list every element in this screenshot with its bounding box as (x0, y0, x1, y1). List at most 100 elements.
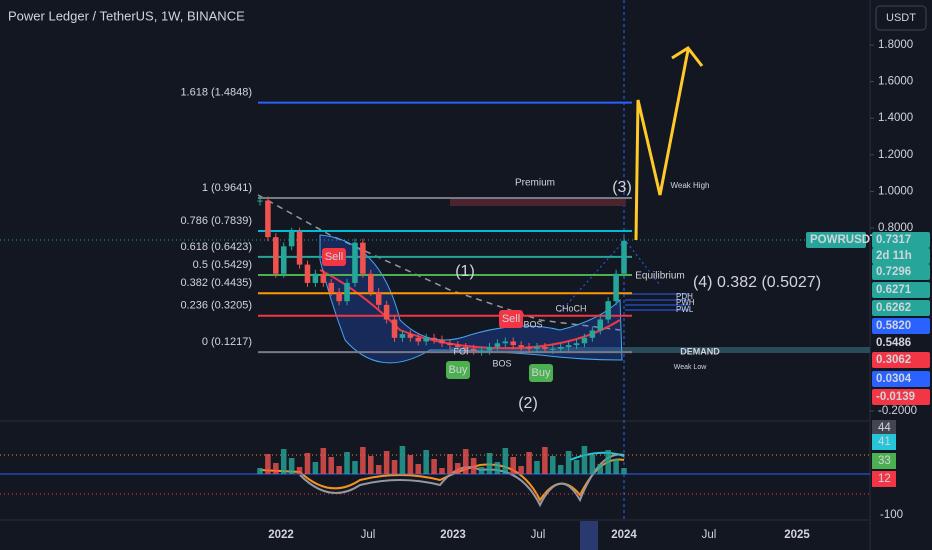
volume-bar (280, 449, 287, 474)
candle (257, 200, 263, 202)
candle (470, 348, 477, 351)
volume-bar (494, 462, 501, 474)
price-badge (872, 371, 930, 387)
signal-box (322, 248, 346, 266)
volume-bar (360, 447, 366, 474)
fib-label: 0.236 (0.3205) (180, 300, 252, 312)
candle (344, 282, 350, 302)
y-tick-label: 1.0000 (878, 185, 913, 197)
volume-bar (257, 468, 263, 474)
price-badge (872, 232, 930, 248)
volume-bar (399, 446, 406, 474)
price-badge (872, 335, 930, 351)
annotation: FOI (454, 346, 469, 356)
candle (336, 292, 342, 302)
y-tick-label: 1.6000 (878, 76, 913, 88)
volume-bar (486, 453, 493, 474)
oscillator-line (259, 458, 625, 502)
currency-button[interactable] (875, 5, 927, 31)
volume-bar (581, 446, 588, 474)
signal-box (529, 364, 553, 382)
candle (573, 343, 580, 346)
osc-label: 33 (878, 455, 891, 467)
annotation: (3) (612, 179, 632, 196)
volume-bar (336, 466, 342, 474)
volume-bar (573, 460, 580, 474)
price-badge-text: 0.3062 (876, 354, 911, 366)
candle (613, 273, 619, 302)
annotation: (4) 0.382 (0.5027) (693, 274, 821, 291)
volume-bar (597, 464, 604, 474)
candle (312, 273, 319, 283)
volume-bar (526, 452, 532, 474)
signal-box (499, 310, 523, 328)
annotation: BOS (523, 319, 542, 329)
price-badge (806, 232, 866, 248)
volume-bar (439, 468, 445, 474)
candle (399, 334, 406, 338)
candle (391, 319, 398, 338)
candle (455, 345, 461, 347)
volume-bar (415, 464, 422, 474)
candle (280, 246, 287, 274)
candle (431, 337, 437, 340)
x-tick-label: 2023 (440, 529, 466, 541)
volume-bar (550, 456, 556, 474)
x-tick-label: Jul (702, 529, 717, 541)
volume-bar (407, 455, 414, 474)
candle (550, 348, 556, 350)
candle (383, 304, 390, 320)
x-tick-label: 2022 (268, 529, 294, 541)
currency-label[interactable]: USDT (886, 12, 916, 24)
price-badge-text: -0.0139 (876, 391, 915, 403)
fib-label: 1 (0.9641) (202, 182, 252, 194)
volume-bar (557, 465, 564, 474)
volume-bar (542, 447, 548, 474)
x-tick-label: Jul (531, 529, 546, 541)
candle (510, 341, 516, 346)
volume-bar (383, 451, 390, 474)
demand-zone (450, 347, 870, 353)
osc-label: 12 (878, 473, 891, 485)
annotation: DEMAND (680, 346, 720, 356)
annotation: BOS (492, 358, 511, 368)
volume-bar (344, 452, 350, 474)
annotation: Premium (515, 178, 555, 189)
candle (486, 346, 493, 351)
annotation: (2) (518, 395, 538, 412)
y-tick-label: 0.8000 (878, 222, 913, 234)
candle (462, 346, 469, 349)
candle (273, 237, 279, 274)
candle (478, 350, 485, 352)
y-tick-label: 1.4000 (878, 112, 913, 124)
osc-badge (872, 420, 896, 436)
volume-bar (391, 460, 398, 474)
osc-badge (872, 471, 896, 487)
volume-bar (621, 468, 627, 474)
price-badge (872, 318, 930, 334)
fib-label: 0.618 (0.6423) (180, 241, 252, 253)
signal-box (446, 361, 470, 379)
volume-bar (518, 466, 524, 474)
fib-label: 0.382 (0.4435) (180, 277, 252, 289)
volume-bar (565, 451, 572, 474)
candle (352, 242, 358, 283)
price-badge (872, 282, 930, 298)
candle (518, 345, 524, 347)
price-badge-text: POWRUSDT (810, 234, 877, 246)
x-tick-label: 2025 (784, 529, 810, 541)
candle (288, 231, 295, 247)
candle (494, 343, 501, 347)
osc-label: -100 (880, 509, 903, 521)
level-lines (625, 293, 690, 311)
candle (447, 343, 453, 346)
osc-label: 41 (878, 436, 891, 448)
candle (368, 273, 374, 293)
volume-bar (613, 459, 619, 474)
price-badge-text: 0.7317 (876, 234, 911, 246)
price-badge-text: 0.7296 (876, 266, 911, 278)
volume-bar (423, 450, 429, 474)
y-tick-label: 1.2000 (878, 149, 913, 161)
candle (423, 337, 429, 342)
